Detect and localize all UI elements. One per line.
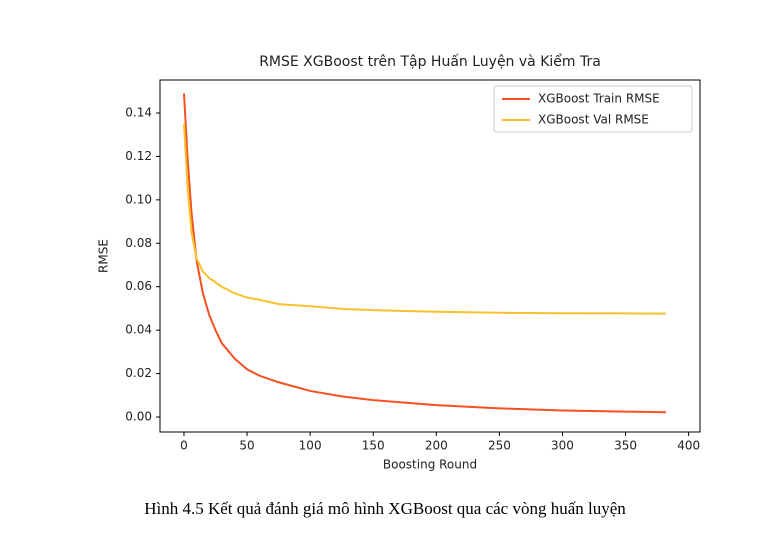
- x-tick-label: 300: [551, 439, 574, 453]
- legend-box: [493, 85, 693, 133]
- x-axis-label: Boosting Round: [383, 458, 477, 472]
- y-axis-label: RMSE: [97, 239, 111, 273]
- y-tick-label: 0.06: [125, 279, 152, 293]
- y-tick-label: 0.08: [125, 236, 152, 250]
- x-tick-label: 50: [239, 439, 254, 453]
- x-tick-label: 350: [614, 439, 637, 453]
- caption: Hình 4.5 Kết quả đánh giá mô hình XGBoos…: [144, 499, 626, 518]
- x-tick-label: 100: [299, 439, 322, 453]
- series-line: [182, 93, 666, 414]
- y-tick-label: 0.12: [125, 149, 152, 163]
- x-tick-label: 400: [677, 439, 700, 453]
- y-tick-label: 0.02: [125, 366, 152, 380]
- x-tick-label: 0: [180, 439, 188, 453]
- plot-frame: [159, 79, 701, 433]
- y-tick-label: 0.00: [125, 410, 152, 424]
- x-tick-label: 250: [488, 439, 511, 453]
- y-tick-label: 0.14: [125, 106, 152, 120]
- legend-label: XGBoost Val RMSE: [538, 113, 649, 127]
- chart-title: RMSE XGBoost trên Tập Huấn Luyện và Kiểm…: [259, 53, 601, 70]
- x-tick-label: 200: [425, 439, 448, 453]
- legend-label: XGBoost Train RMSE: [538, 92, 660, 106]
- y-tick-label: 0.04: [125, 323, 152, 337]
- series-line: [182, 123, 666, 315]
- x-tick-label: 150: [362, 439, 385, 453]
- y-tick-label: 0.10: [125, 192, 152, 206]
